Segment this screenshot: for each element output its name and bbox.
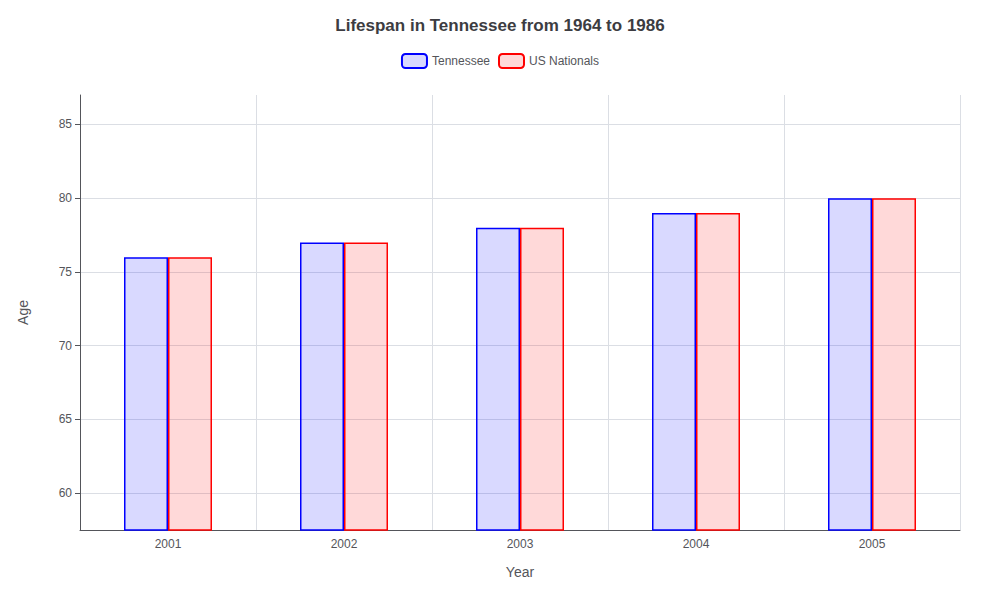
svg-text:US Nationals: US Nationals — [529, 54, 599, 68]
svg-text:Age: Age — [15, 300, 31, 325]
svg-text:80: 80 — [59, 191, 73, 205]
svg-text:75: 75 — [59, 265, 73, 279]
svg-text:65: 65 — [59, 412, 73, 426]
svg-text:2003: 2003 — [507, 537, 534, 551]
svg-text:2005: 2005 — [859, 537, 886, 551]
svg-text:60: 60 — [59, 486, 73, 500]
svg-text:2001: 2001 — [155, 537, 182, 551]
svg-text:2002: 2002 — [331, 537, 358, 551]
svg-text:Lifespan in Tennessee from 196: Lifespan in Tennessee from 1964 to 1986 — [335, 16, 664, 35]
svg-text:Year: Year — [506, 564, 535, 580]
svg-text:Tennessee: Tennessee — [432, 54, 490, 68]
svg-text:70: 70 — [59, 339, 73, 353]
svg-text:2004: 2004 — [683, 537, 710, 551]
svg-text:85: 85 — [59, 117, 73, 131]
